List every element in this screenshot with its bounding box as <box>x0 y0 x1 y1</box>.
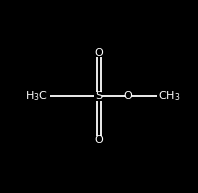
Text: O: O <box>123 91 132 102</box>
Text: O: O <box>95 48 103 58</box>
Text: S: S <box>95 91 103 102</box>
Text: CH$_3$: CH$_3$ <box>158 90 181 103</box>
Text: H$_3$C: H$_3$C <box>25 90 48 103</box>
Text: O: O <box>95 135 103 145</box>
